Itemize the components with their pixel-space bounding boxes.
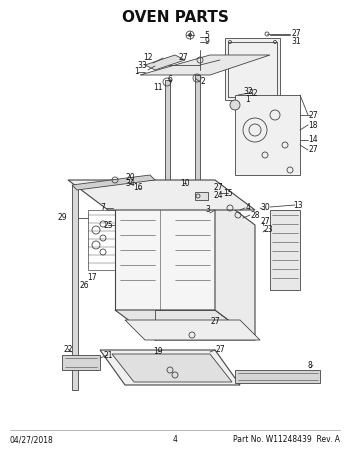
Text: 2: 2 [201,77,205,87]
Polygon shape [235,95,300,175]
Text: 12: 12 [143,53,153,62]
Polygon shape [225,38,280,100]
Text: 4: 4 [173,435,177,444]
Text: 27: 27 [291,29,301,39]
Polygon shape [112,354,232,382]
Text: 15: 15 [223,188,233,198]
Text: 27: 27 [210,318,220,327]
Text: 26: 26 [79,281,89,290]
Polygon shape [68,180,255,210]
Text: 9: 9 [204,38,209,47]
Text: 22: 22 [63,344,73,353]
Text: 7: 7 [100,203,105,212]
Circle shape [230,100,240,110]
Polygon shape [72,175,155,190]
Text: 28: 28 [250,211,260,220]
Polygon shape [270,210,300,290]
Text: 25: 25 [103,221,113,230]
Text: 1: 1 [246,96,250,105]
Text: 24: 24 [213,192,223,201]
Text: 11: 11 [153,83,163,92]
Polygon shape [145,55,185,70]
Polygon shape [195,75,200,195]
Text: 19: 19 [153,347,163,357]
Text: 1: 1 [135,67,139,77]
Text: 5: 5 [204,30,209,39]
Circle shape [189,34,191,37]
Polygon shape [115,310,255,340]
Text: 17: 17 [87,274,97,283]
Text: 3: 3 [205,206,210,215]
Text: 16: 16 [133,183,143,193]
Text: 32: 32 [248,88,258,97]
Text: Part No. W11248439  Rev. A: Part No. W11248439 Rev. A [233,435,340,444]
Text: 6: 6 [168,76,173,85]
Text: 13: 13 [293,201,303,209]
Polygon shape [72,185,78,390]
Text: 30: 30 [260,203,270,212]
Polygon shape [62,355,100,370]
Text: 27: 27 [260,217,270,226]
Text: 14: 14 [308,135,318,145]
Polygon shape [100,350,240,385]
Polygon shape [125,320,260,340]
Text: 27: 27 [213,183,223,193]
Text: 10: 10 [180,178,190,188]
Polygon shape [165,80,170,200]
Text: OVEN PARTS: OVEN PARTS [121,10,229,25]
Text: 33: 33 [137,61,147,69]
Polygon shape [115,195,215,310]
Text: 29: 29 [57,213,67,222]
Text: 18: 18 [308,120,318,130]
Polygon shape [215,195,255,340]
Text: 27: 27 [178,53,188,63]
Text: 32: 32 [243,87,253,96]
Text: 4: 4 [246,203,251,212]
Polygon shape [195,192,208,200]
Text: 8: 8 [308,361,312,370]
Text: 21: 21 [103,351,113,360]
Text: 27: 27 [308,111,318,120]
Polygon shape [235,370,320,383]
Text: 20: 20 [125,173,135,182]
Text: 27: 27 [308,145,318,154]
Text: 27: 27 [215,346,225,355]
Text: 31: 31 [291,38,301,47]
Polygon shape [140,55,270,75]
Text: 34: 34 [125,178,135,188]
Text: 23: 23 [263,226,273,235]
Text: 04/27/2018: 04/27/2018 [10,435,54,444]
